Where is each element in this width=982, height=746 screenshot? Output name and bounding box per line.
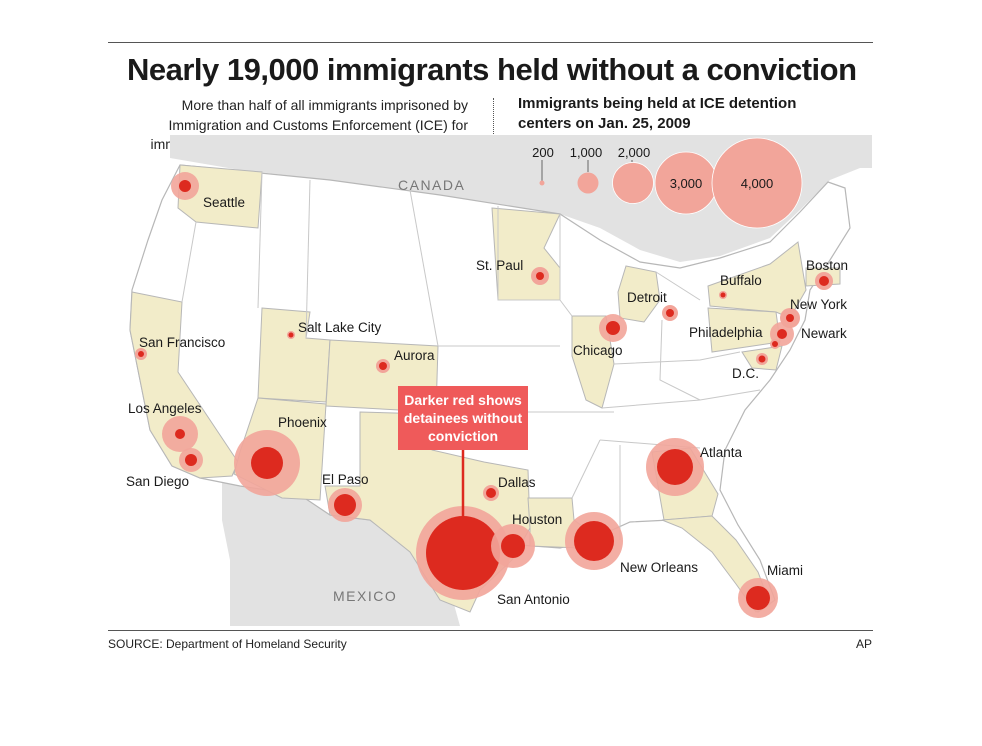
legend-circle-200 <box>539 180 545 186</box>
marker-san-antonio <box>416 506 510 600</box>
callout-box: Darker red shows detainees without convi… <box>398 386 528 450</box>
city-label-newark: Newark <box>801 326 847 341</box>
marker-salt-lake-city <box>287 331 295 339</box>
marker-phoenix <box>234 430 300 496</box>
legend-title: Immigrants being held at ICE detention c… <box>518 95 797 132</box>
city-label-miami: Miami <box>767 563 803 578</box>
legend-divider <box>493 98 494 164</box>
marker-chicago <box>599 314 627 342</box>
legend-label-4000: 4,000 <box>741 176 774 191</box>
city-label-phoenix: Phoenix <box>278 415 327 430</box>
marker-atlanta <box>646 438 704 496</box>
marker-dallas <box>483 485 499 501</box>
city-label-dc: D.C. <box>732 366 759 381</box>
city-label-dallas: Dallas <box>498 475 536 490</box>
city-label-buffalo: Buffalo <box>720 273 762 288</box>
city-label-detroit: Detroit <box>627 290 667 305</box>
city-labels: Seattle San Francisco Los Angeles San Di… <box>126 195 848 607</box>
city-label-aurora: Aurora <box>394 348 435 363</box>
legend-circle-2000 <box>612 162 654 204</box>
detention-markers <box>135 172 833 618</box>
city-label-boston: Boston <box>806 258 848 273</box>
city-label-los-angeles: Los Angeles <box>128 401 202 416</box>
marker-boston <box>815 272 833 290</box>
marker-new-orleans <box>565 512 623 570</box>
marker-buffalo <box>719 291 727 299</box>
city-label-el-paso: El Paso <box>322 472 369 487</box>
marker-dc <box>756 353 768 365</box>
mexico-land <box>222 468 460 626</box>
marker-aurora <box>376 359 390 373</box>
source-note: SOURCE: Department of Homeland Security <box>108 637 347 651</box>
city-label-houston: Houston <box>512 512 562 527</box>
marker-detroit <box>662 305 678 321</box>
legend-circle-4000 <box>711 137 803 229</box>
state-borders <box>181 171 761 540</box>
credit-label: AP <box>856 637 873 651</box>
marker-el-paso <box>328 488 362 522</box>
city-label-san-francisco: San Francisco <box>139 335 225 350</box>
city-label-san-antonio: San Antonio <box>497 592 570 607</box>
city-label-salt-lake-city: Salt Lake City <box>298 320 382 335</box>
city-label-san-diego: San Diego <box>126 474 189 489</box>
legend-label-2000: 2,000 <box>618 145 651 160</box>
state-california <box>129 291 239 479</box>
legend-circle-1000 <box>577 172 599 194</box>
marker-st-paul <box>531 267 549 285</box>
city-label-chicago: Chicago <box>573 343 623 358</box>
city-label-new-york: New York <box>790 297 847 312</box>
marker-seattle <box>171 172 199 200</box>
size-legend: 200 1,000 2,000 3,000 4,000 <box>532 137 803 229</box>
marker-san-francisco <box>135 348 147 360</box>
top-rule <box>108 42 873 43</box>
page-title: Nearly 19,000 immigrants held without a … <box>127 52 857 87</box>
legend-label-200: 200 <box>532 145 554 160</box>
city-label-philadelphia: Philadelphia <box>689 325 763 340</box>
city-label-atlanta: Atlanta <box>700 445 743 460</box>
marker-philadelphia <box>770 339 780 349</box>
city-label-seattle: Seattle <box>203 195 245 210</box>
mexico-label: MEXICO <box>333 588 397 604</box>
marker-san-diego <box>179 448 203 472</box>
marker-miami <box>738 578 778 618</box>
city-label-st-paul: St. Paul <box>476 258 523 273</box>
legend-label-1000: 1,000 <box>570 145 603 160</box>
marker-houston <box>491 524 535 568</box>
legend-label-3000: 3,000 <box>670 176 703 191</box>
canada-label: CANADA <box>398 177 465 193</box>
marker-los-angeles <box>162 416 198 452</box>
city-label-new-orleans: New Orleans <box>620 560 698 575</box>
state-washington <box>177 164 263 229</box>
state-new-york <box>707 241 807 319</box>
bottom-rule <box>108 630 873 631</box>
